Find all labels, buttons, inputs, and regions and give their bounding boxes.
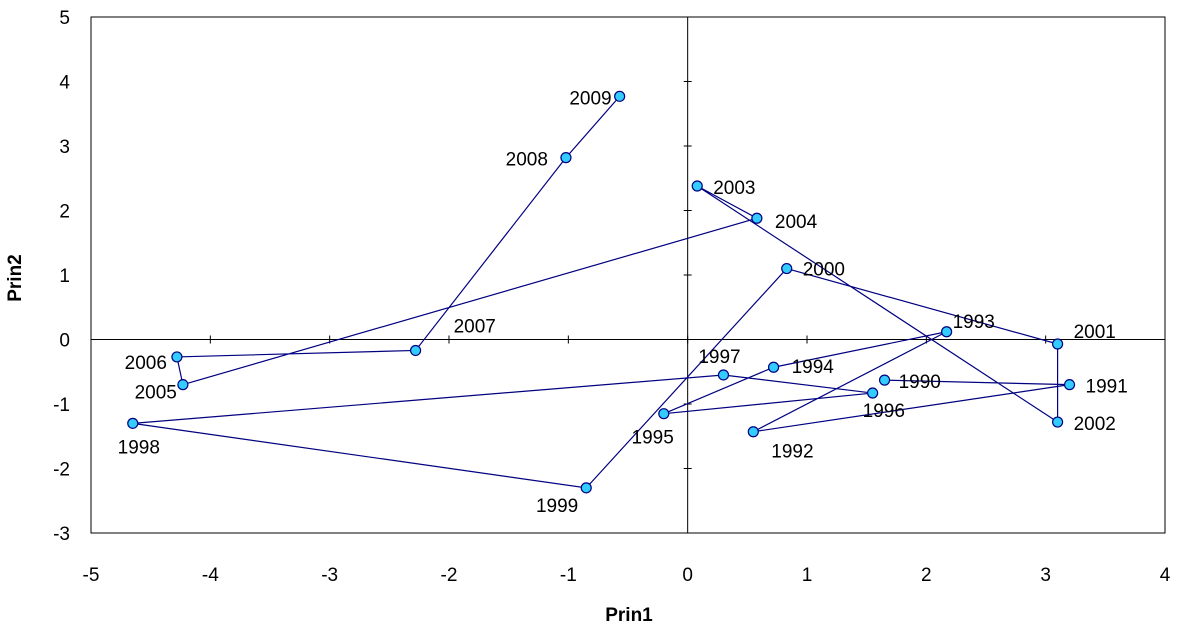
point-2003 [691,180,703,192]
point-2009 [614,90,626,102]
point-2004 [751,212,763,224]
x-tick-label: -5 [83,565,100,586]
y-tick-label: -2 [53,460,70,481]
x-tick-label: -4 [202,565,219,586]
x-tick-labels: -5 -4 -3 -2 -1 0 1 2 3 4 [83,565,1171,586]
y-axis-title: Prin2 [5,254,26,302]
y-tick-label: 3 [59,137,70,158]
series-line [132,95,1070,489]
point-2002 [1051,416,1064,428]
point-labels: 1990 1991 1992 1993 1994 1995 1996 1997 1998 1999… [118,88,1128,517]
plot-area [90,16,1166,534]
point-label-2002: 2002 [1074,414,1116,435]
point-1997 [717,369,730,381]
point-label-1997: 1997 [698,347,740,368]
point-label-2007: 2007 [454,316,496,337]
x-tick-label: 2 [921,565,932,586]
point-1991 [1063,379,1076,391]
point-2008 [560,152,572,164]
point-label-1995: 1995 [632,428,674,449]
point-label-1994: 1994 [792,357,835,378]
x-tick-label: 4 [1160,565,1171,586]
point-1998 [127,417,139,429]
y-tick-label: -3 [53,524,70,545]
point-1990 [878,374,891,386]
axes [90,16,1166,534]
point-1992 [747,426,759,438]
point-label-1992: 1992 [771,442,813,463]
x-tick-label: 3 [1040,565,1051,586]
point-1999 [580,482,592,494]
x-tick-label: -2 [441,565,458,586]
point-2005 [177,379,189,391]
point-1995 [658,408,670,420]
point-label-2000: 2000 [803,260,845,281]
x-tick-label: 1 [802,565,813,586]
plot-border [90,16,1166,534]
data-points [127,90,1076,494]
point-2000 [781,262,793,275]
point-label-1999: 1999 [536,496,578,517]
y-tick-label: 0 [59,331,70,352]
point-label-2003: 2003 [713,178,755,199]
point-label-2005: 2005 [135,383,177,404]
point-label-1998: 1998 [118,437,160,458]
point-1996 [867,387,879,399]
point-2001 [1051,338,1064,350]
point-label-2008: 2008 [506,150,548,171]
point-label-1996: 1996 [863,401,905,422]
y-tick-label: 1 [59,266,70,287]
point-label-2009: 2009 [569,88,611,109]
point-label-1991: 1991 [1086,377,1128,398]
y-tick-labels: -3 -2 -1 0 1 2 3 4 5 [53,8,70,545]
x-tick-label: -1 [560,565,577,586]
y-tick-label: 2 [59,202,70,223]
x-axis-title: Prin1 [605,605,653,626]
point-1994 [767,361,780,373]
y-tick-label: 5 [59,8,70,29]
point-label-1993: 1993 [953,312,995,333]
y-tick-label: 4 [59,73,70,94]
point-1993 [941,326,953,338]
x-tick-label: -3 [321,565,338,586]
point-label-2004: 2004 [775,212,818,233]
y-tick-label: -1 [53,395,70,416]
point-label-2001: 2001 [1074,322,1116,343]
point-2007 [409,344,422,357]
point-2006 [171,351,183,363]
series-polyline [132,95,1070,489]
x-tick-label: 0 [682,565,693,586]
point-label-1990: 1990 [899,372,941,393]
point-label-2006: 2006 [125,353,167,374]
